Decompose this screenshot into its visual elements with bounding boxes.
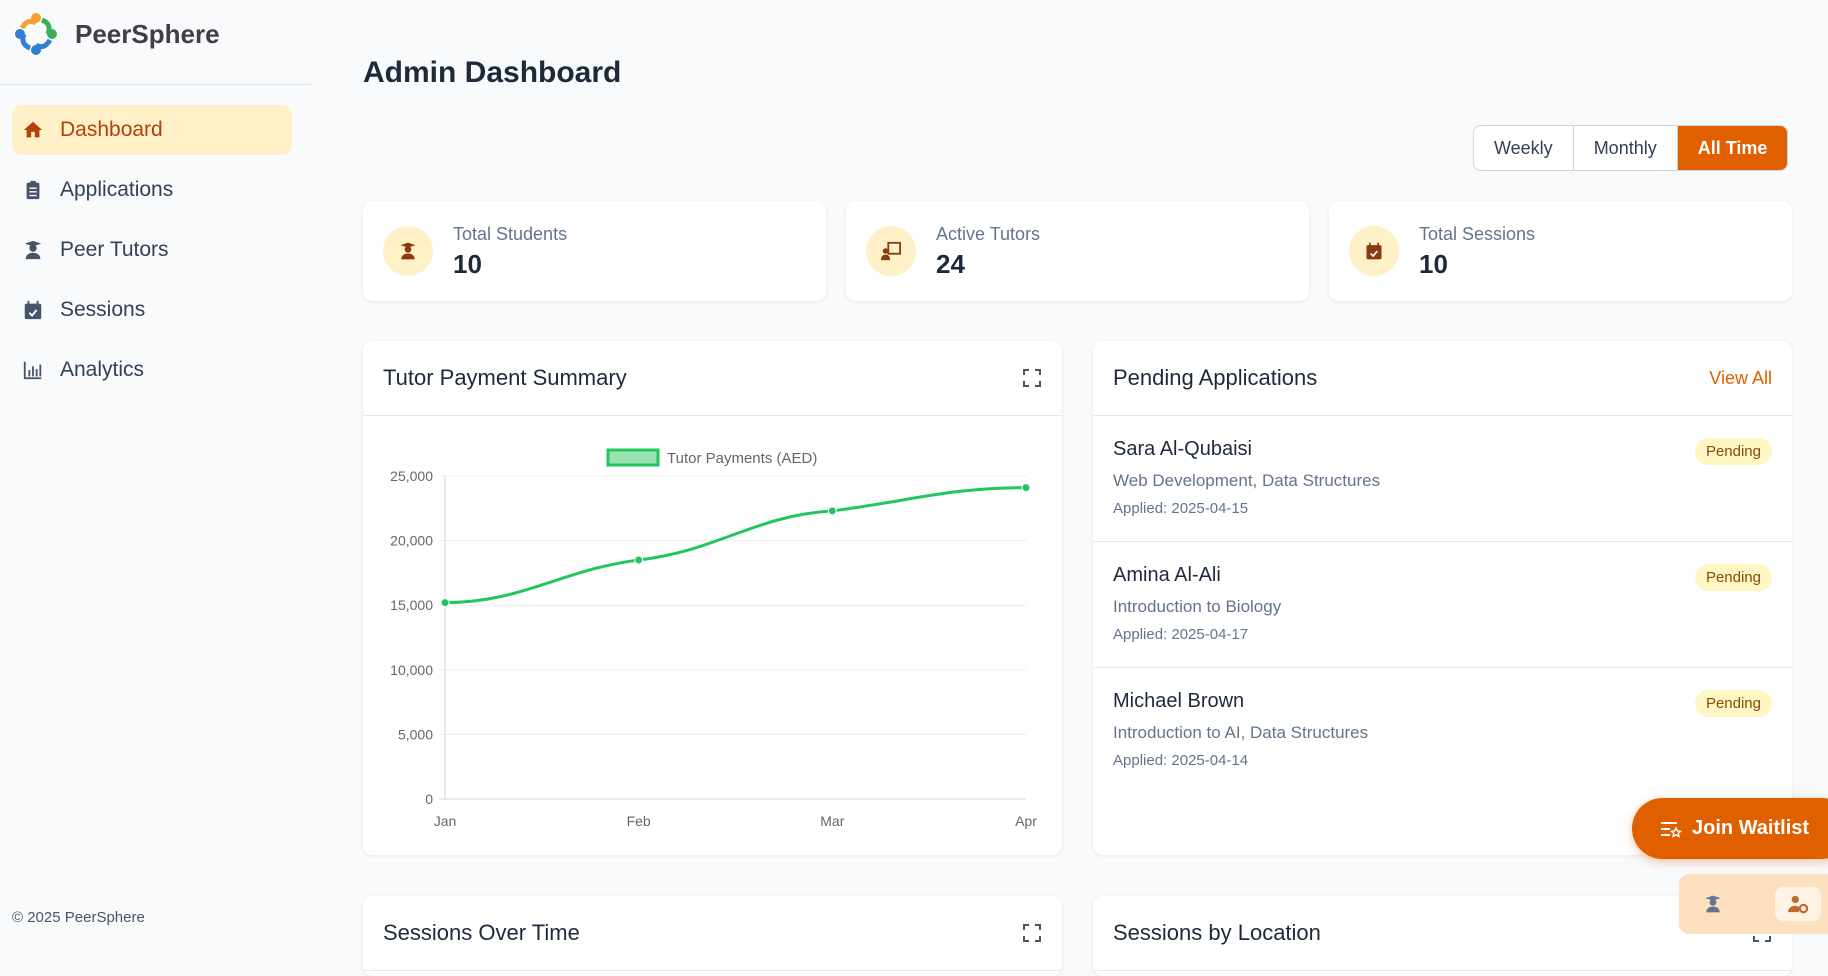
stat-value: 10 [1419,249,1448,279]
calendar-check-icon [24,300,42,320]
time-range-toggle: Weekly Monthly All Time [1473,125,1789,171]
graduate-icon [24,240,42,260]
range-all-time-button[interactable]: All Time [1677,126,1788,170]
y-tick-label: 20,000 [390,533,433,549]
applicant-name: Michael Brown [1113,690,1245,712]
sidebar-item-dashboard[interactable]: Dashboard [12,105,292,155]
sidebar-item-label: Peer Tutors [60,238,169,261]
x-tick-label: Jan [434,813,457,829]
y-tick-label: 15,000 [390,597,433,613]
data-point [827,506,837,516]
chalkboard-teacher-icon [866,226,916,276]
stat-label: Active Tutors [936,224,1041,244]
card-title: Tutor Payment Summary [383,365,627,390]
graduate-icon [1705,895,1721,913]
sidebar-item-peer-tutors[interactable]: Peer Tutors [12,225,292,275]
brand-name: PeerSphere [75,18,220,49]
list-star-icon [1661,821,1682,838]
data-point [634,555,644,565]
graduate-icon [383,226,433,276]
status-badge: Pending [1694,564,1772,591]
legend-swatch [606,448,660,467]
status-badge: Pending [1694,438,1772,465]
pending-applications-card: Pending Applications View All Sara Al-Qu… [1093,341,1792,855]
sidebar-item-label: Dashboard [60,118,163,141]
stat-value: 10 [453,249,482,279]
join-waitlist-button[interactable]: Join Waitlist [1632,798,1828,859]
card-title: Pending Applications [1113,365,1318,390]
applicant-subjects: Introduction to Biology [1113,597,1282,616]
stat-card-active-tutors: Active Tutors 24 [846,201,1309,301]
sessions-over-time-card: Sessions Over Time [363,896,1062,976]
calendar-check-icon [1349,226,1399,276]
y-tick-label: 5,000 [398,726,433,742]
application-item[interactable]: Amina Al-Ali Introduction to Biology App… [1093,542,1792,668]
sidebar-item-sessions[interactable]: Sessions [12,285,292,335]
view-all-link[interactable]: View All [1709,367,1772,388]
y-tick-label: 10,000 [390,662,433,678]
stat-card-total-sessions: Total Sessions 10 [1329,201,1792,301]
y-tick-label: 25,000 [390,468,433,484]
expand-icon[interactable] [1022,923,1042,943]
applied-date: Applied: 2025-04-17 [1113,626,1249,643]
applied-date: Applied: 2025-04-14 [1113,752,1249,769]
sidebar-item-applications[interactable]: Applications [12,165,292,215]
range-monthly-button[interactable]: Monthly [1574,126,1678,170]
stat-label: Total Students [453,224,568,244]
applicant-name: Amina Al-Ali [1113,564,1221,586]
payment-line-chart: 0 5,000 10,000 15,000 20,000 25,000 Jan Feb Mar A… [390,448,1037,829]
stat-label: Total Sessions [1419,224,1536,244]
sidebar-item-label: Sessions [60,298,146,321]
brand[interactable]: PeerSphere [14,12,220,56]
role-switcher [1679,874,1828,934]
status-badge: Pending [1694,690,1772,717]
applicant-subjects: Introduction to AI, Data Structures [1113,723,1369,742]
y-tick-label: 0 [425,791,433,807]
x-tick-label: Feb [627,813,651,829]
tutor-payment-card: Tutor Payment Summary 0 5,000 10,000 15,000… [363,341,1062,855]
stat-value: 24 [936,249,965,279]
logo-icon [15,13,57,55]
range-weekly-button[interactable]: Weekly [1474,126,1574,170]
card-title: Sessions by Location [1113,920,1321,945]
applicant-name: Sara Al-Qubaisi [1113,438,1252,460]
applicant-subjects: Web Development, Data Structures [1113,471,1381,490]
card-title: Sessions Over Time [383,920,580,945]
legend-label: Tutor Payments (AED) [667,450,817,467]
copyright: © 2025 PeerSphere [12,909,145,926]
page-title: Admin Dashboard [363,56,622,89]
data-point [440,598,450,608]
student-role-button[interactable] [1691,887,1735,921]
data-point [1021,483,1031,493]
application-item[interactable]: Sara Al-Qubaisi Web Development, Data St… [1093,416,1792,542]
sidebar-item-label: Applications [60,178,174,201]
divider [0,84,312,85]
series-line [444,486,1027,605]
sidebar-item-label: Analytics [60,358,145,381]
sidebar-item-analytics[interactable]: Analytics [12,345,292,395]
applied-date: Applied: 2025-04-15 [1113,500,1249,517]
admin-role-button[interactable] [1775,887,1821,921]
stat-card-total-students: Total Students 10 [363,201,826,301]
user-gear-icon [1788,895,1809,914]
expand-icon[interactable] [1022,368,1042,388]
x-tick-label: Apr [1015,813,1037,829]
join-waitlist-label: Join Waitlist [1692,817,1810,839]
sidebar: PeerSphere Dashboard Applications Peer T… [0,0,312,948]
clipboard-icon [26,180,40,200]
sidebar-nav: Dashboard Applications Peer Tutors Sessi… [12,105,292,405]
x-tick-label: Mar [820,813,844,829]
application-item[interactable]: Michael Brown Introduction to AI, Data S… [1093,668,1792,794]
home-icon [23,121,43,138]
bar-chart-icon [23,361,42,380]
